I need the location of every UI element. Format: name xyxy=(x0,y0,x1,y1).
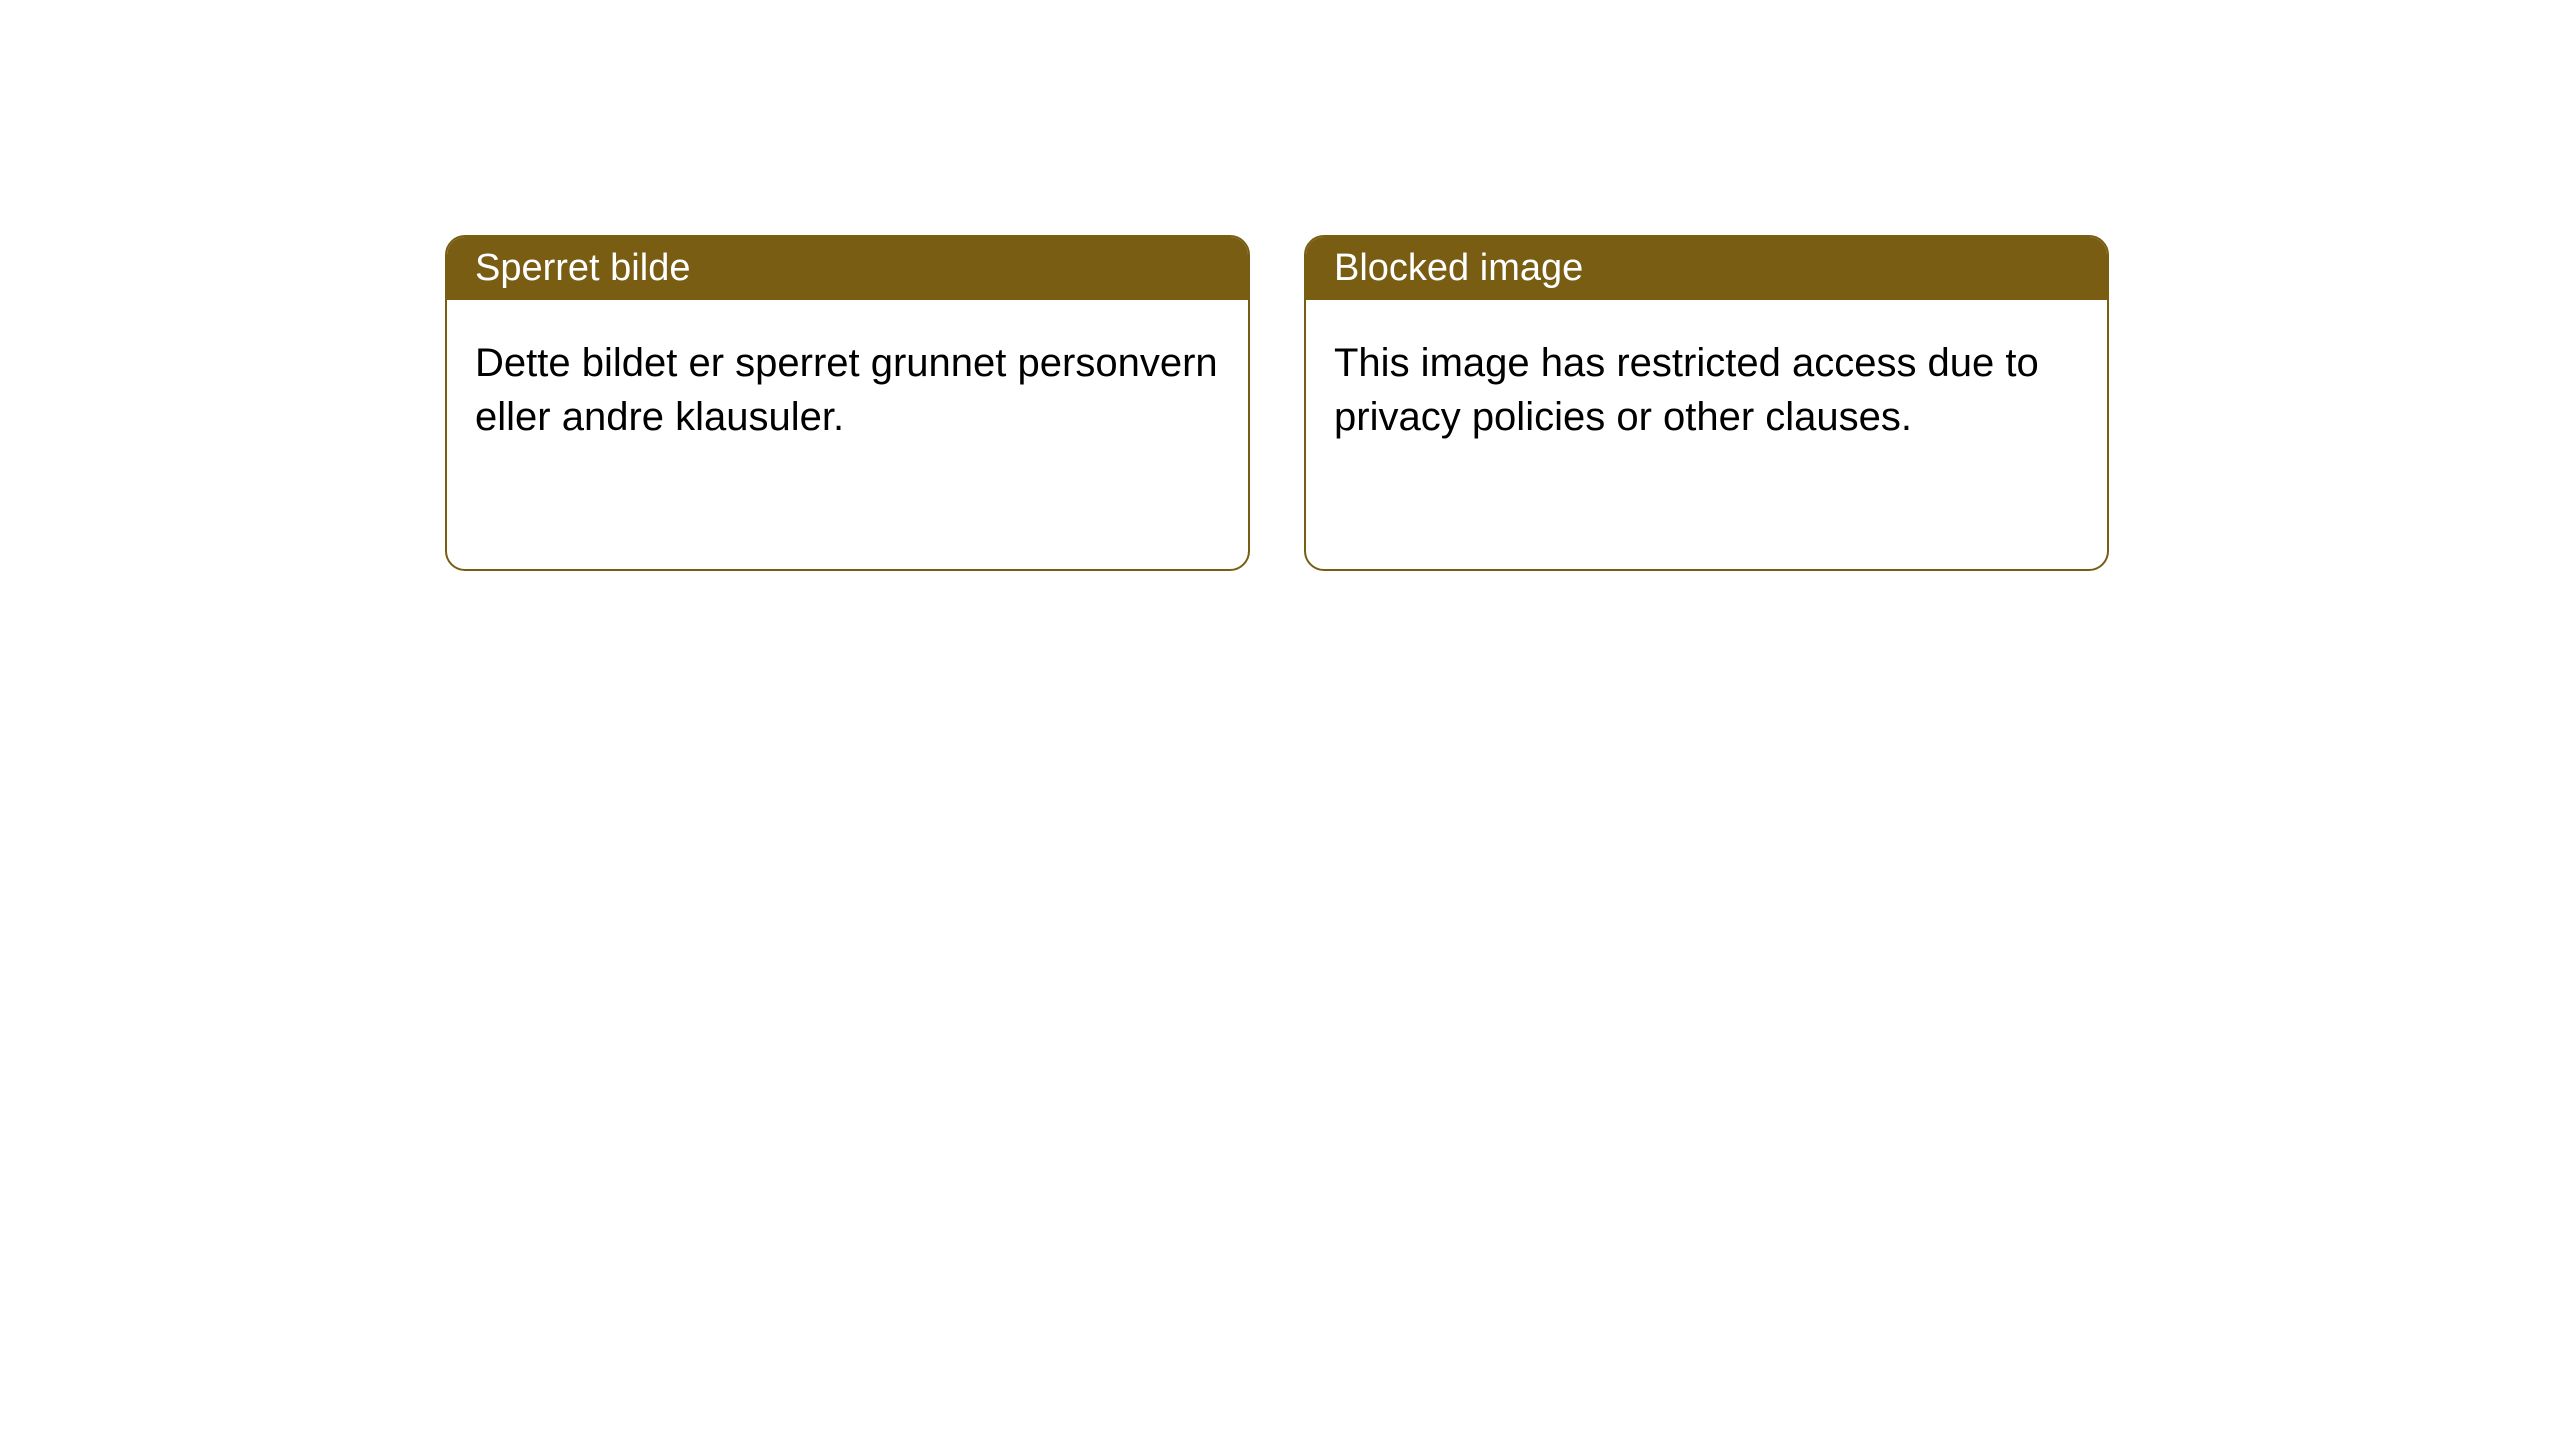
notice-card-header: Blocked image xyxy=(1306,237,2107,300)
notice-card-norwegian: Sperret bilde Dette bildet er sperret gr… xyxy=(445,235,1250,571)
notice-card-english: Blocked image This image has restricted … xyxy=(1304,235,2109,571)
notice-title: Blocked image xyxy=(1334,247,1583,289)
notice-body-text: Dette bildet er sperret grunnet personve… xyxy=(475,341,1218,439)
notice-cards-container: Sperret bilde Dette bildet er sperret gr… xyxy=(445,235,2109,571)
notice-card-body: This image has restricted access due to … xyxy=(1306,300,2107,480)
notice-card-header: Sperret bilde xyxy=(447,237,1248,300)
notice-card-body: Dette bildet er sperret grunnet personve… xyxy=(447,300,1248,480)
notice-body-text: This image has restricted access due to … xyxy=(1334,341,2039,439)
notice-title: Sperret bilde xyxy=(475,247,690,289)
